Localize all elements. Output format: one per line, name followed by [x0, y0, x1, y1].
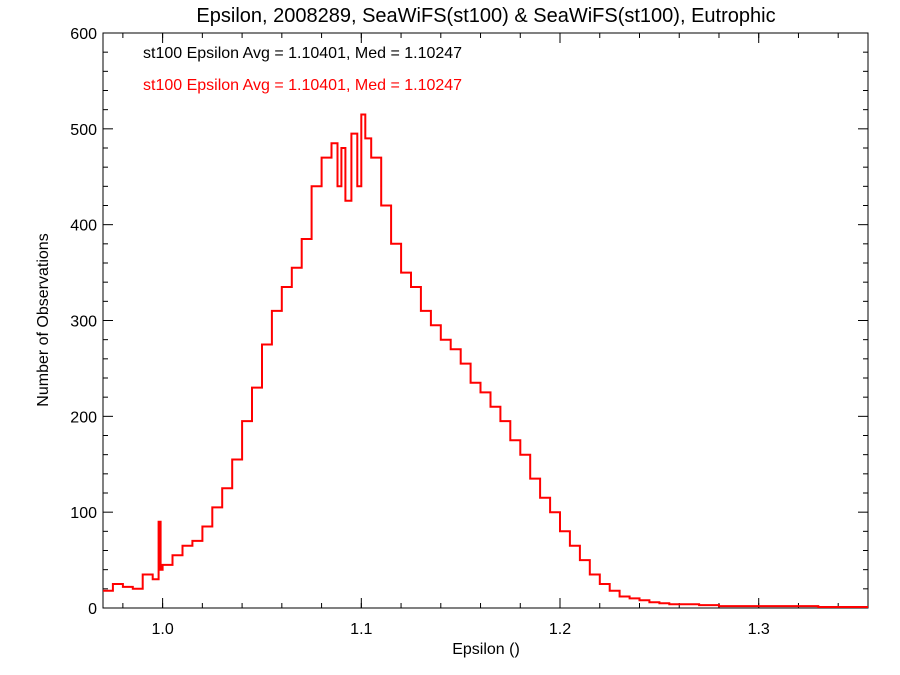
- y-tick-label: 200: [70, 409, 97, 426]
- y-tick-label: 400: [70, 218, 97, 235]
- chart-title: Epsilon, 2008289, SeaWiFS(st100) & SeaWi…: [196, 5, 775, 27]
- y-axis: 0 100 200 300 400 500 600: [70, 26, 868, 618]
- x-tick-label: 1.3: [748, 621, 770, 638]
- x-tick-label: 1.2: [549, 621, 571, 638]
- y-axis-label: Number of Observations: [35, 233, 52, 406]
- x-axis-label: Epsilon (): [452, 641, 520, 658]
- histogram-line: [103, 113, 868, 608]
- y-tick-label: 100: [70, 505, 97, 522]
- x-tick-label: 1.1: [350, 621, 372, 638]
- y-tick-label: 500: [70, 122, 97, 139]
- y-tick-label: 0: [88, 601, 97, 618]
- x-axis: 1.0 1.1 1.2 1.3: [122, 33, 839, 638]
- y-tick-label: 300: [70, 314, 97, 331]
- x-tick-label: 1.0: [151, 621, 173, 638]
- legend-entry-red: st100 Epsilon Avg = 1.10401, Med = 1.102…: [143, 77, 462, 94]
- y-tick-label: 600: [70, 26, 97, 43]
- legend-entry-black: st100 Epsilon Avg = 1.10401, Med = 1.102…: [143, 45, 462, 62]
- plot-frame: [102, 32, 869, 609]
